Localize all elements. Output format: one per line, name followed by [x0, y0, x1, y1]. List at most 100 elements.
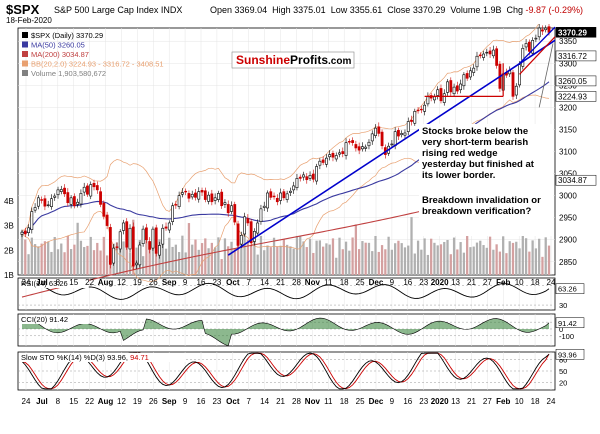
- volume-bar: [73, 244, 76, 275]
- annotation-bg: [419, 124, 553, 236]
- annotation-line: yesterday but finished at: [422, 159, 535, 170]
- candle-body: [374, 127, 377, 136]
- volume-bar: [233, 248, 236, 275]
- candle-body: [462, 74, 466, 87]
- candle-body: [364, 146, 368, 149]
- volume-bar: [96, 242, 99, 275]
- volume-bar: [534, 248, 538, 275]
- candle-body: [269, 191, 273, 198]
- candle-body: [318, 160, 322, 166]
- candle-body: [328, 154, 332, 158]
- x-tick-label: 19: [133, 278, 142, 287]
- volume-bar: [371, 251, 374, 275]
- x-tick-label: 10: [515, 278, 524, 287]
- volume-bar: [177, 252, 181, 275]
- candle-body: [455, 85, 459, 92]
- candle-body: [95, 185, 99, 191]
- volume-bar: [243, 231, 246, 275]
- price-tag-bg: [555, 50, 597, 62]
- volume-bar: [495, 244, 498, 275]
- volume-bar: [47, 241, 50, 275]
- price-tag: 3034.87: [555, 174, 597, 186]
- volume-bar: [325, 243, 328, 275]
- candle-body: [53, 195, 57, 198]
- volume-bar: [259, 235, 263, 275]
- candle-body: [521, 47, 525, 67]
- candle-body: [249, 221, 253, 244]
- volume-bar: [328, 244, 331, 275]
- volume-bar: [335, 257, 338, 275]
- x-tick-label: Oct: [226, 278, 240, 287]
- volume-bar: [276, 246, 279, 275]
- candle-body: [200, 190, 204, 193]
- volume-bar: [358, 249, 361, 275]
- volume-bar: [502, 236, 505, 275]
- candle-body: [534, 37, 538, 40]
- legend-label: Volume 1,903,580,672: [31, 69, 106, 78]
- price-tick-label: 2950: [559, 214, 577, 223]
- volume-bar: [377, 251, 380, 275]
- annotation-line: rising red wedge: [422, 148, 498, 159]
- x-tick-label: 13: [451, 278, 460, 287]
- price-tick-label: 3200: [559, 103, 577, 112]
- x-tick-label-bottom: 18: [531, 397, 540, 406]
- volume-bar: [348, 250, 351, 275]
- volume-bar: [115, 242, 119, 275]
- indicator-axis-label: 50: [559, 367, 567, 376]
- candle-body: [243, 216, 246, 235]
- volume-bar: [397, 240, 400, 275]
- candle-body: [406, 121, 410, 132]
- x-tick-label: 22: [85, 278, 94, 287]
- candle-body: [289, 190, 292, 193]
- watermark-box: [231, 51, 355, 69]
- volume-bar: [344, 241, 348, 275]
- legend-entry: $SPX (Daily) 3370.29: [22, 31, 103, 40]
- candle-body: [285, 193, 289, 200]
- volume-bar: [33, 244, 37, 275]
- x-tick-label: 23: [212, 278, 221, 287]
- volume-bar: [66, 235, 69, 275]
- indicator-tag-text: 63.26: [558, 285, 577, 294]
- price-tag-text: 3370.29: [558, 28, 587, 37]
- volume-bar: [498, 251, 502, 275]
- volume-bar: [420, 249, 423, 275]
- x-tick-label-bottom: 23: [419, 397, 428, 406]
- candle-body: [82, 186, 86, 193]
- price-tag-bg: [555, 75, 597, 87]
- legend-swatch: [22, 60, 28, 67]
- candle-body: [187, 193, 191, 199]
- volume-bar: [92, 250, 96, 275]
- volume-bar: [99, 250, 102, 275]
- price-tick-label: 3350: [559, 37, 577, 46]
- volume-bar: [466, 216, 469, 275]
- candle-body: [275, 197, 279, 203]
- volume-bar: [469, 247, 472, 275]
- candle-body: [488, 50, 492, 55]
- x-tick-label-bottom: Nov: [305, 397, 321, 406]
- volume-bar: [361, 241, 364, 275]
- volume-bar: [161, 243, 164, 275]
- volume-bar: [194, 239, 197, 275]
- volume-bar: [220, 259, 223, 275]
- volume-bar: [43, 241, 47, 275]
- volume-bar: [492, 249, 495, 275]
- x-tick-label-bottom: 23: [212, 397, 221, 406]
- x-tick-label-bottom: 16: [403, 397, 412, 406]
- candle-body: [419, 108, 423, 111]
- volume-bar: [181, 235, 184, 275]
- candle-body: [341, 151, 345, 155]
- x-tick-label: Aug: [98, 278, 114, 287]
- cci-fill: [22, 318, 549, 346]
- candle-body: [46, 204, 50, 206]
- x-tick-label-bottom: 11: [324, 397, 333, 406]
- change-value: -9.87 (-0.29%): [525, 5, 584, 15]
- candle-body: [400, 133, 404, 136]
- candle-body: [23, 230, 27, 235]
- volume-bar: [145, 236, 148, 275]
- cci-label: CCI(20) 91.42: [21, 315, 68, 324]
- candle-body: [315, 166, 318, 182]
- volume-bar: [50, 251, 53, 275]
- volume-bar: [282, 238, 286, 275]
- candle-body: [63, 187, 66, 195]
- candle-body: [361, 146, 364, 150]
